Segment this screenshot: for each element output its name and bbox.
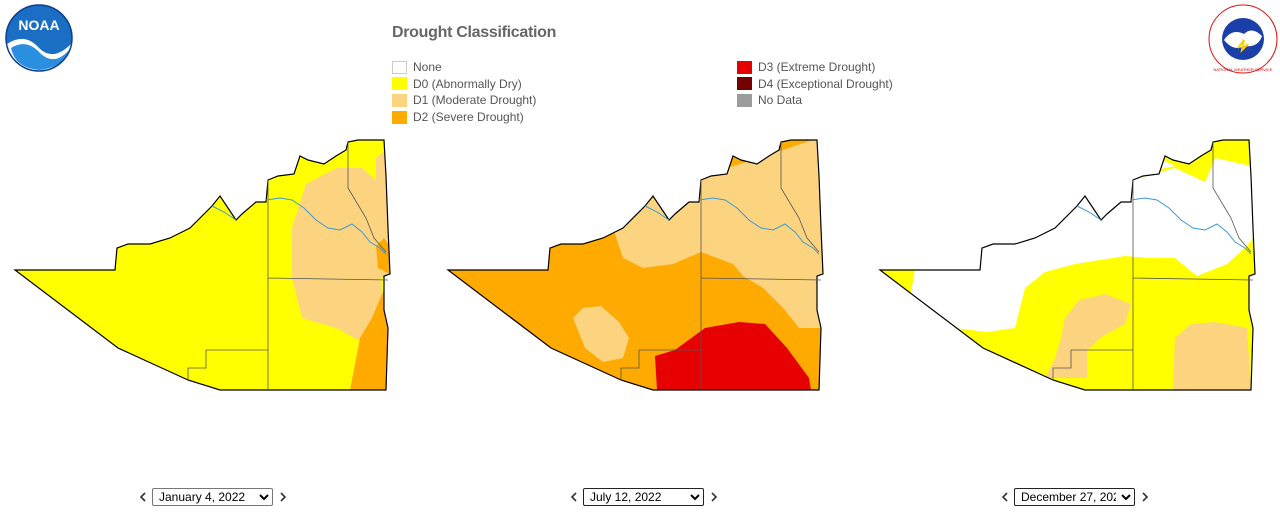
legend-label: D2 (Severe Drought) — [413, 110, 524, 125]
legend-column-left: None D0 (Abnormally Dry) D1 (Moderate Dr… — [392, 59, 536, 125]
county-outline — [446, 139, 824, 391]
legend-title: Drought Classification — [392, 24, 557, 41]
legend-swatch — [737, 93, 752, 107]
d0-area — [1125, 142, 1215, 182]
drought-map-july — [446, 139, 824, 391]
legend-label: D1 (Moderate Drought) — [413, 93, 537, 108]
county-outline — [13, 139, 391, 391]
d3-area — [655, 322, 811, 390]
d2-area — [350, 278, 390, 390]
legend-swatch — [392, 60, 407, 74]
legend-swatch — [737, 60, 752, 74]
chevron-left-icon[interactable] — [1000, 491, 1009, 503]
county-lines — [620, 142, 822, 390]
chevron-right-icon[interactable] — [278, 491, 287, 503]
river — [644, 197, 820, 255]
nws-logo-text: NATIONAL WEATHER SERVICE — [1214, 67, 1273, 72]
noaa-logo-text: NOAA — [18, 17, 59, 33]
legend-swatch — [392, 93, 407, 107]
legend-item-d2: D2 (Severe Drought) — [392, 109, 536, 126]
d1-area — [292, 168, 390, 342]
d1-area — [1045, 294, 1131, 378]
river — [1076, 197, 1252, 255]
d1-area — [573, 306, 629, 362]
d2-area — [376, 238, 390, 274]
date-select-2[interactable]: July 12, 2022 — [583, 488, 704, 506]
legend-label: No Data — [758, 93, 803, 108]
date-control-3: December 27, 2022 — [1000, 488, 1149, 506]
none-area — [1133, 166, 1247, 276]
legend-swatch — [392, 110, 407, 124]
chevron-right-icon[interactable] — [709, 491, 718, 503]
legend-item-d1: D1 (Moderate Drought) — [392, 92, 536, 109]
river — [211, 197, 387, 255]
legend-item-no-data: No Data — [737, 92, 893, 109]
legend-item-d4: D4 (Exceptional Drought) — [737, 76, 893, 93]
chevron-left-icon[interactable] — [569, 491, 578, 503]
chevron-right-icon[interactable] — [1140, 491, 1149, 503]
legend-item-d0: D0 (Abnormally Dry) — [392, 76, 536, 93]
legend-swatch — [737, 77, 752, 91]
d2-area — [733, 276, 823, 390]
date-control-2: July 12, 2022 — [569, 488, 718, 506]
date-select-3[interactable]: December 27, 2022 — [1014, 488, 1135, 506]
county-outline — [878, 139, 1256, 391]
county-lines — [1052, 142, 1254, 390]
county-lines — [187, 142, 389, 390]
legend-swatch — [392, 77, 407, 91]
chevron-left-icon[interactable] — [138, 491, 147, 503]
noaa-logo: NOAA — [5, 4, 73, 72]
legend-label: D3 (Extreme Drought) — [758, 60, 876, 75]
legend-item-d3: D3 (Extreme Drought) — [737, 59, 893, 76]
d1-area — [613, 140, 823, 328]
legend-column-right: D3 (Extreme Drought) D4 (Exceptional Dro… — [737, 59, 893, 109]
legend-label: D0 (Abnormally Dry) — [413, 76, 522, 91]
drought-map-january — [13, 139, 391, 391]
nws-logo: NATIONAL WEATHER SERVICE — [1208, 4, 1278, 74]
legend-label: None — [413, 60, 442, 75]
legend-item-none: None — [392, 59, 536, 76]
date-select-1[interactable]: January 4, 2022 — [152, 488, 273, 506]
legend-label: D4 (Exceptional Drought) — [758, 76, 893, 91]
drought-map-december — [878, 139, 1256, 391]
date-control-1: January 4, 2022 — [138, 488, 287, 506]
d1-area — [1173, 322, 1251, 390]
